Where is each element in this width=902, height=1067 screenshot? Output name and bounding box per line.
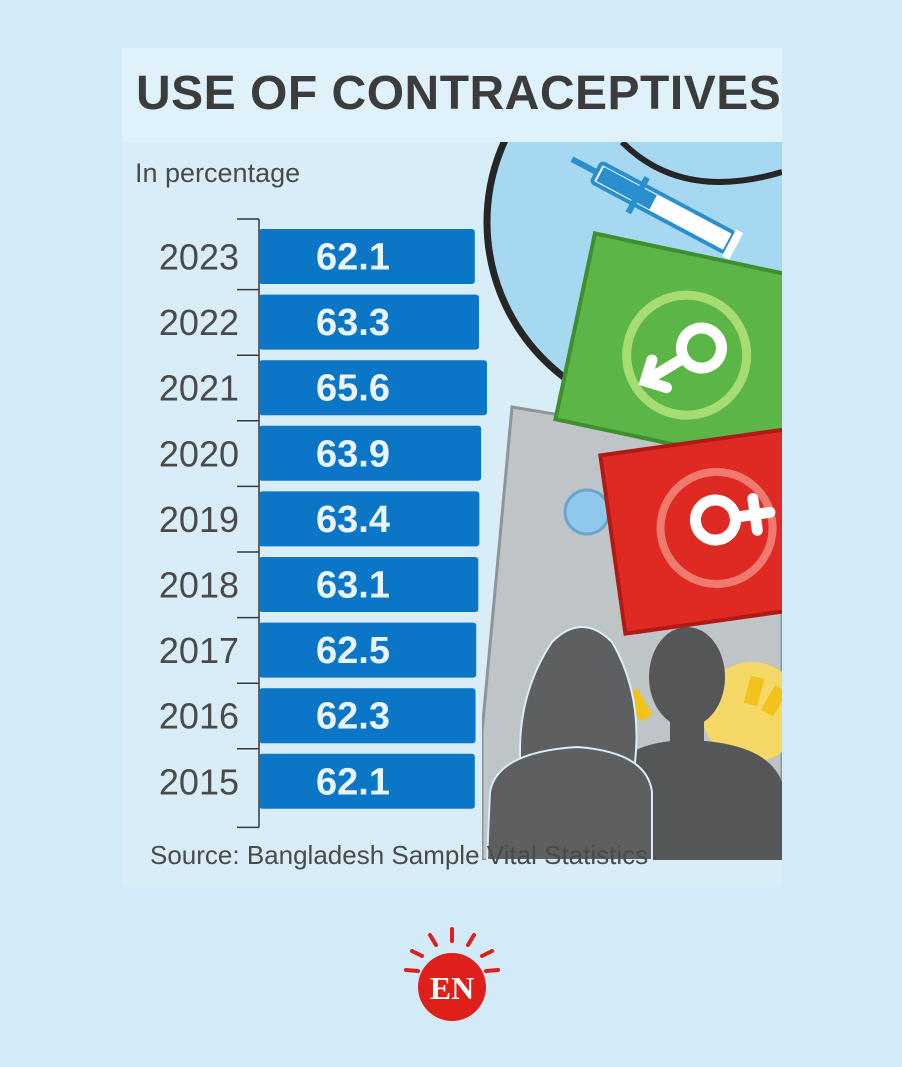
bar-value-label: 65.6 <box>316 368 390 410</box>
year-tick-label: 2017 <box>159 630 239 671</box>
bar-value-label: 62.5 <box>316 630 390 672</box>
pill <box>563 488 611 536</box>
bar <box>259 622 477 678</box>
logo-rays-icon <box>404 927 500 973</box>
male-symbol-icon <box>638 322 727 394</box>
bar-value-label: 63.1 <box>316 565 390 607</box>
infographic-card: USE OF CONTRACEPTIVES In percentage <box>122 48 782 886</box>
syringe-icon <box>570 156 744 260</box>
bar-chart: 62.1 2023 63.3 2022 65.6 2021 63.9 2020 63.4 2019… <box>159 218 487 829</box>
logo-text: EN <box>430 970 474 1006</box>
year-tick-label: 2020 <box>159 433 239 474</box>
source-note: Source: Bangladesh Sample Vital Statisti… <box>150 840 649 870</box>
male-package <box>553 231 782 470</box>
bar-value-label: 63.9 <box>316 433 390 475</box>
chart-title: USE OF CONTRACEPTIVES <box>136 67 782 120</box>
bar <box>259 688 476 744</box>
bar <box>259 425 482 481</box>
bar-value-label: 62.3 <box>316 696 390 738</box>
bar-value-label: 62.1 <box>316 237 390 279</box>
bar-value-label: 63.4 <box>316 499 390 541</box>
bar <box>259 360 487 416</box>
year-tick-label: 2018 <box>159 565 239 606</box>
year-tick-label: 2019 <box>159 499 239 540</box>
bar <box>259 294 480 350</box>
year-tick-label: 2021 <box>159 368 239 409</box>
contraceptives-illustration <box>482 142 782 860</box>
bar <box>259 753 475 809</box>
year-tick-label: 2022 <box>159 302 239 343</box>
female-symbol-icon <box>689 493 776 546</box>
man-silhouette <box>612 627 782 860</box>
woman-silhouette <box>485 626 653 860</box>
bar <box>259 491 480 547</box>
bar <box>259 229 475 284</box>
year-tick-label: 2023 <box>159 237 239 278</box>
bar <box>259 557 479 612</box>
bar-value-label: 62.1 <box>316 761 390 803</box>
disc-arc <box>619 142 782 185</box>
female-package <box>598 425 782 636</box>
bar-value-label: 63.3 <box>316 302 390 344</box>
year-tick-label: 2015 <box>159 761 239 802</box>
chart-subtitle: In percentage <box>135 158 301 188</box>
en-logo: EN <box>404 927 500 1021</box>
title-band: USE OF CONTRACEPTIVES <box>122 48 782 142</box>
year-tick-label: 2016 <box>159 696 239 737</box>
